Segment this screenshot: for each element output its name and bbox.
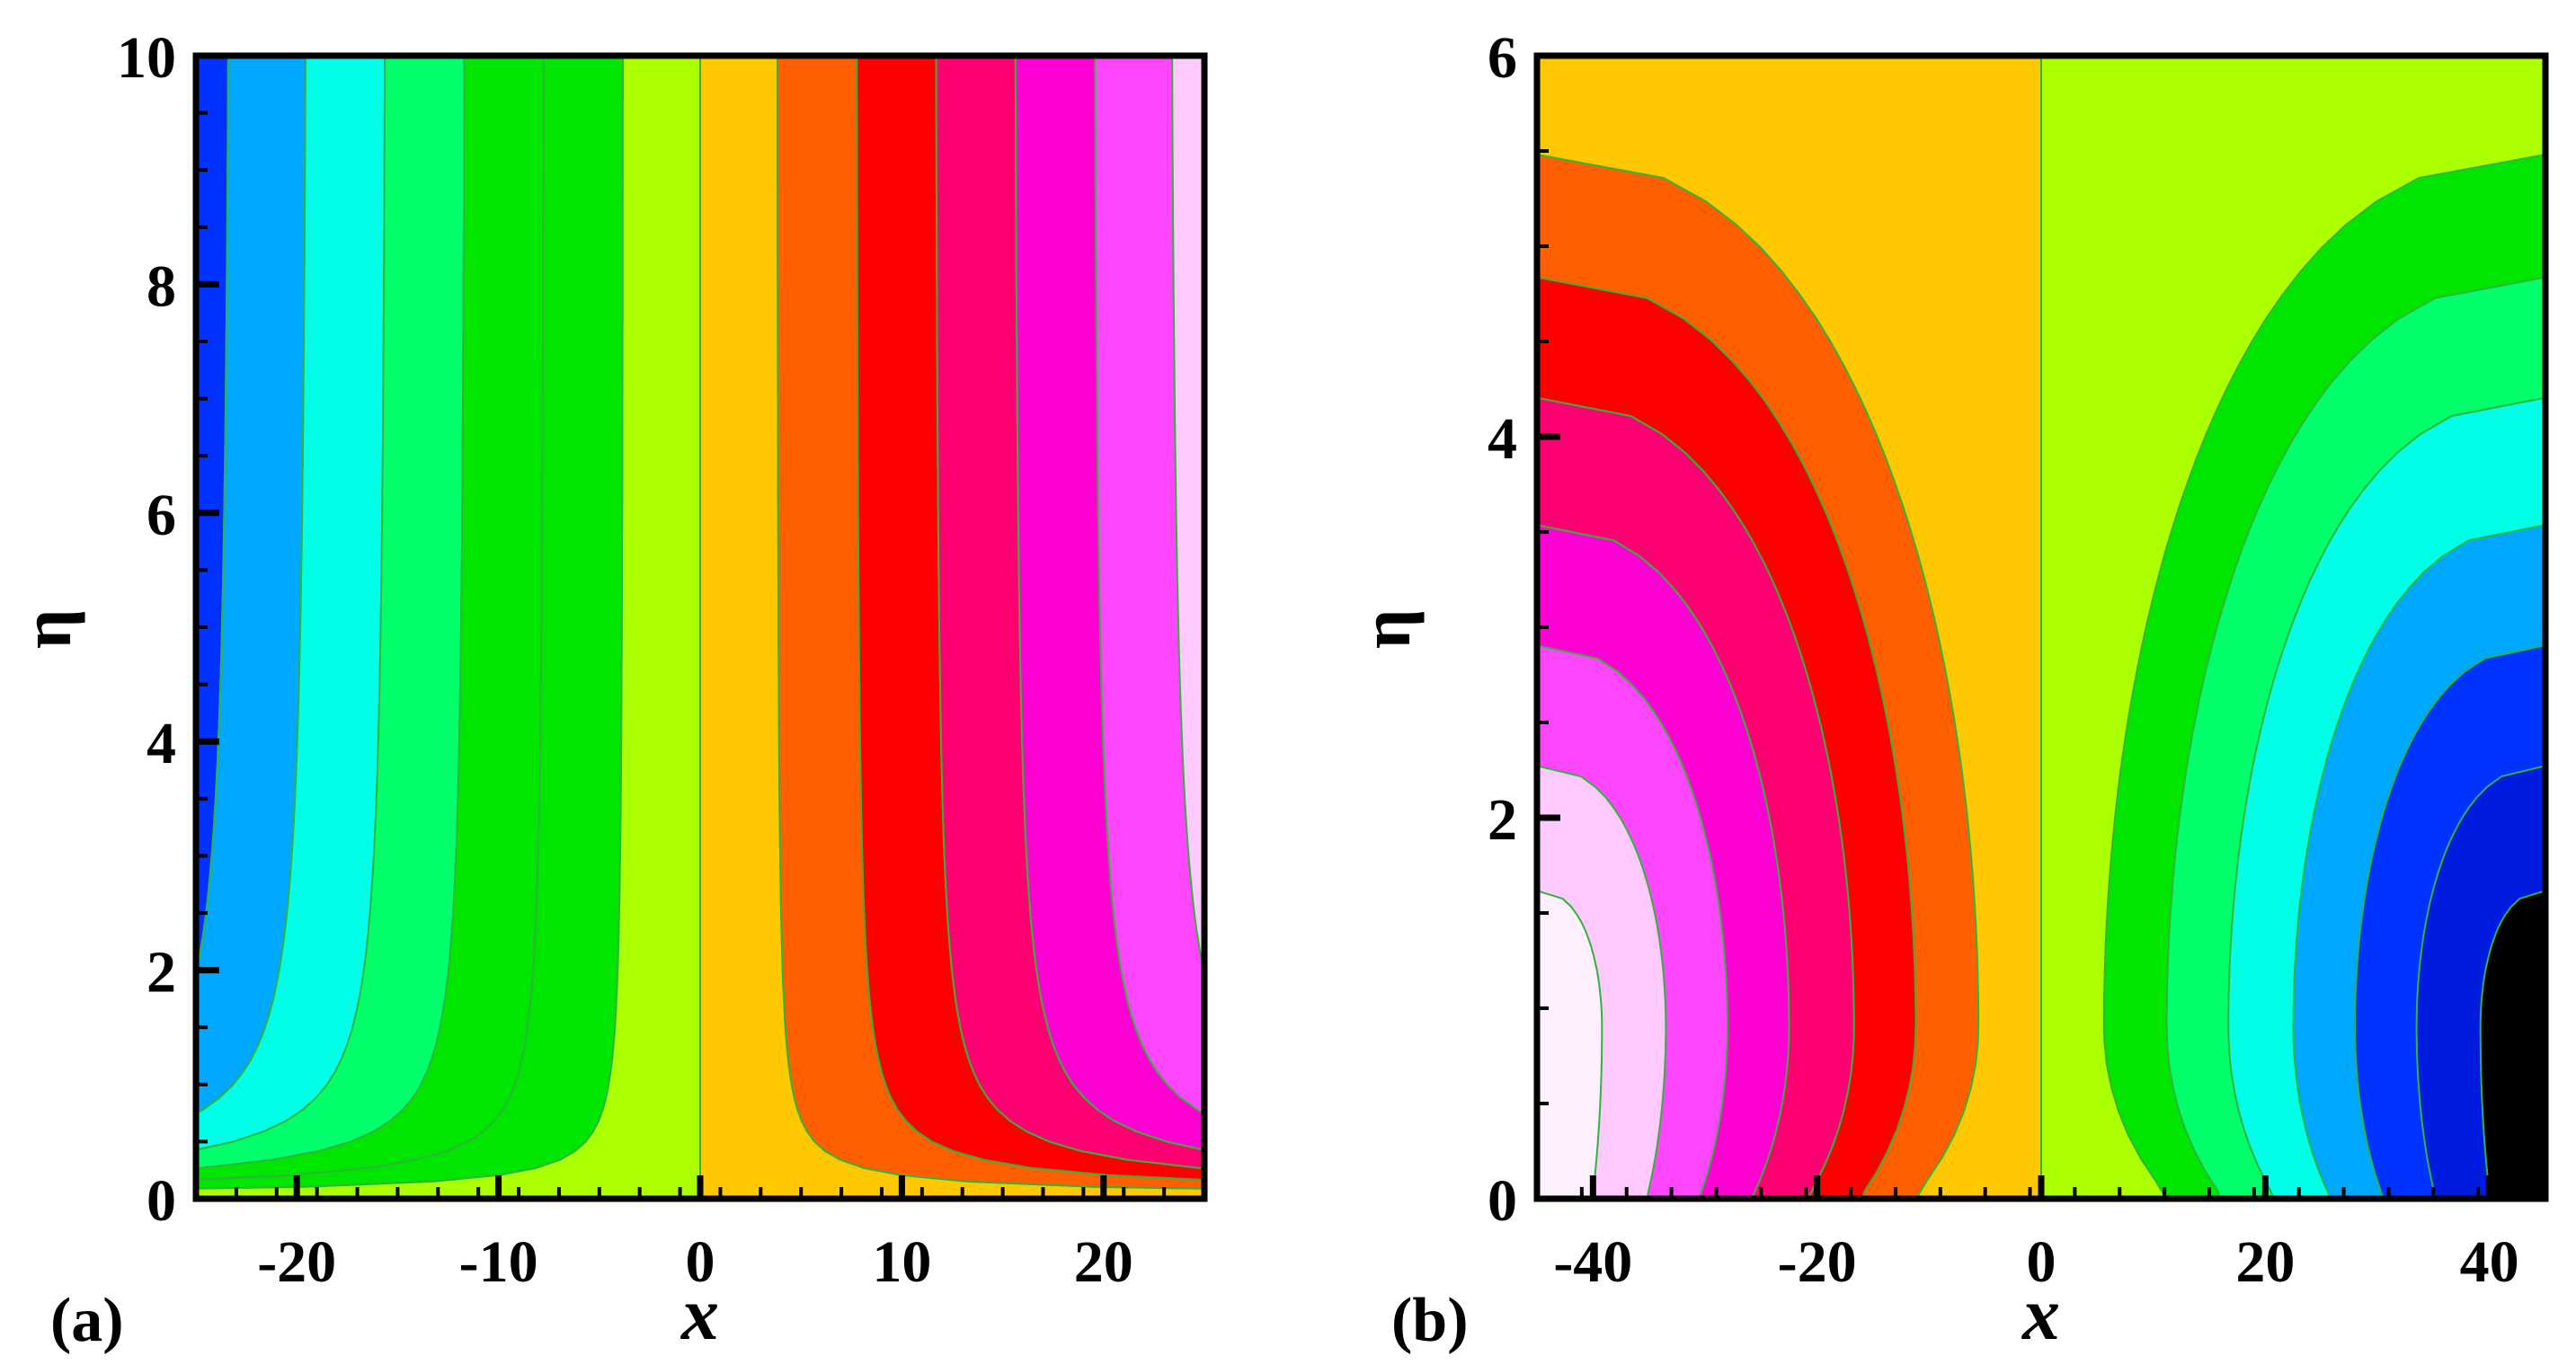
x-axis-label-a: x [680,1272,719,1356]
x-tick-label: -10 [459,1229,538,1295]
contour-bands-a [196,56,1204,1199]
x-tick-label: -20 [257,1229,336,1295]
panel-label-b: (b) [1391,1286,1469,1355]
panel-a: -20 -10 0 10 20 0 2 4 6 8 10 x η (a) [7,25,1208,1356]
y-tick-labels-b: 0 2 4 6 [1488,25,1517,1234]
x-tick-label: 20 [2235,1229,2295,1295]
contour-band-a [1094,56,1204,1115]
y-tick-label: 0 [1488,1168,1517,1234]
x-tick-label: -20 [1778,1229,1857,1295]
y-axis-label-b: η [1346,609,1425,649]
x-tick-label: 0 [686,1229,715,1295]
x-tick-label: 40 [2460,1229,2519,1295]
panel-label-a: (a) [50,1286,124,1355]
x-tick-label: 10 [872,1229,931,1295]
x-tick-label: -40 [1553,1229,1632,1295]
contour-band-a [196,56,701,1199]
x-tick-label: 0 [2027,1229,2056,1295]
x-tick-labels-b: -40 -20 0 20 40 [1553,1229,2518,1295]
x-tick-labels-a: -20 -10 0 10 20 [257,1229,1133,1295]
y-tick-label: 10 [117,25,176,91]
y-tick-label: 2 [1488,787,1517,853]
y-tick-label: 6 [1488,25,1517,91]
contour-band-a [1171,56,1204,979]
y-tick-labels-a: 0 2 4 6 8 10 [117,25,176,1234]
x-axis-label-b: x [2021,1272,2060,1356]
contour-bands-b [1537,56,2545,1199]
plot-frame-b [1533,52,2549,1202]
y-axis-label-a: η [7,609,85,649]
contour-band-b [2479,890,2545,1199]
x-tick-label: 20 [1074,1229,1133,1295]
y-tick-label: 4 [147,711,176,776]
plot-frame-a [192,52,1208,1202]
y-tick-label: 8 [147,253,176,319]
contour-band-b [1537,890,1603,1199]
y-tick-label: 2 [147,940,176,1006]
panel-b: -40 -20 0 20 40 0 2 4 6 x η (b) [1346,25,2549,1356]
y-tick-label: 0 [147,1168,176,1234]
y-tick-label: 4 [1488,406,1517,472]
y-tick-label: 6 [147,483,176,548]
